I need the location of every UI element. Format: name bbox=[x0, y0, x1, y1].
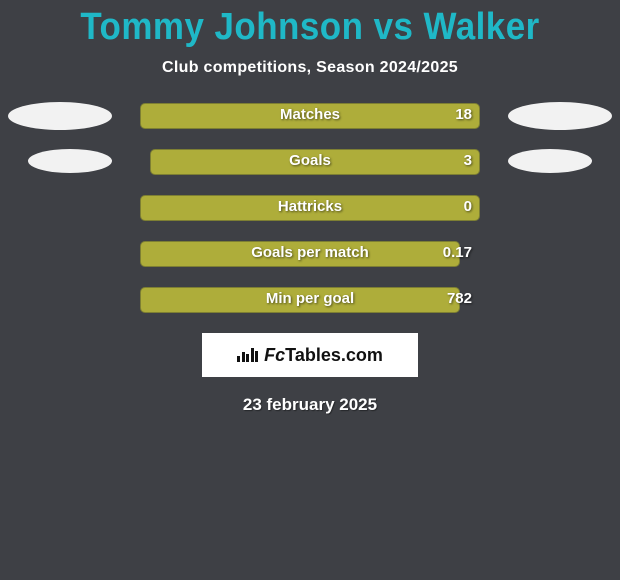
bar-chart-icon bbox=[237, 348, 258, 362]
stat-row: Hattricks0 bbox=[0, 195, 620, 221]
player-avatar-left bbox=[8, 102, 112, 130]
stat-bar-track: Matches18 bbox=[140, 103, 480, 129]
stat-row: Min per goal782 bbox=[0, 287, 620, 313]
stat-row: Goals3 bbox=[0, 149, 620, 175]
stat-bar-track: Min per goal782 bbox=[140, 287, 480, 313]
comparison-title: Tommy Johnson vs Walker bbox=[25, 0, 595, 49]
player-avatar-left bbox=[28, 149, 112, 173]
stat-row: Matches18 bbox=[0, 103, 620, 129]
player-avatar-right bbox=[508, 102, 612, 130]
stat-bar-track: Goals per match0.17 bbox=[140, 241, 480, 267]
stat-bar-fill bbox=[140, 241, 460, 267]
comparison-subtitle: Club competitions, Season 2024/2025 bbox=[0, 59, 620, 77]
stat-bar-fill bbox=[140, 103, 480, 129]
stat-bar-fill bbox=[140, 195, 480, 221]
logo-text-fc: Fc bbox=[264, 345, 285, 365]
stat-bar-fill bbox=[140, 287, 460, 313]
stat-bar-fill bbox=[150, 149, 480, 175]
stat-bar-track: Goals3 bbox=[140, 149, 480, 175]
logo-text-tables: Tables.com bbox=[285, 345, 383, 365]
stat-row: Goals per match0.17 bbox=[0, 241, 620, 267]
fctables-logo: FcTables.com bbox=[202, 333, 418, 377]
stat-bar-track: Hattricks0 bbox=[140, 195, 480, 221]
snapshot-date: 23 february 2025 bbox=[0, 395, 620, 415]
stats-area: Matches18 Goals3 Hattricks0 Goals per match… bbox=[0, 103, 620, 313]
player-avatar-right bbox=[508, 149, 592, 173]
